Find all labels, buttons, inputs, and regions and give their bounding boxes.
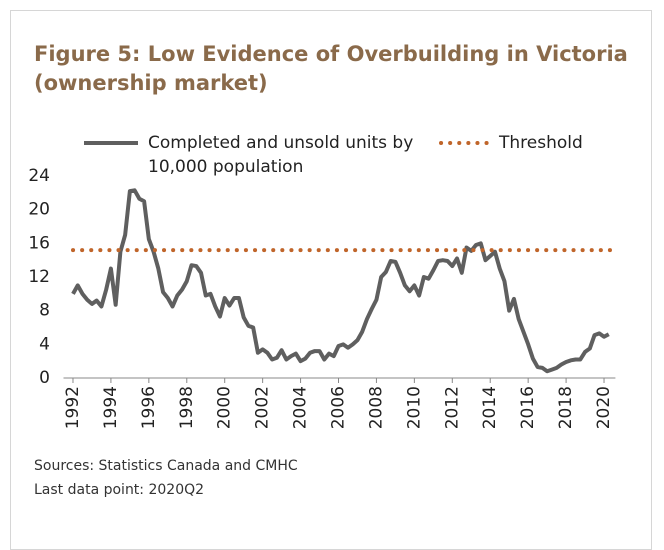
x-tick-label: 2012	[442, 386, 462, 429]
x-tick-label: 1992	[63, 386, 83, 429]
x-tick-label: 2004	[291, 386, 311, 429]
y-tick-label: 4	[39, 334, 50, 354]
x-tick-label: 2010	[404, 386, 424, 429]
y-tick-label: 0	[39, 368, 50, 388]
x-tick-label: 2006	[329, 386, 349, 429]
x-tick-label: 1996	[139, 386, 159, 429]
x-tick-label: 1998	[177, 386, 197, 429]
y-tick-label: 8	[39, 301, 50, 321]
source-note: Sources: Statistics Canada and CMHC	[34, 458, 298, 474]
x-tick-label: 2016	[518, 386, 538, 429]
x-tick-label: 2008	[366, 386, 386, 429]
x-tick-label: 2002	[253, 386, 273, 429]
x-tick-label: 2018	[556, 386, 576, 429]
y-tick-label: 16	[28, 233, 50, 253]
source-note: Last data point: 2020Q2	[34, 482, 205, 498]
x-tick-label: 2014	[480, 386, 500, 429]
y-tick-label: 20	[28, 200, 50, 220]
y-tick-label: 12	[28, 267, 50, 287]
x-tick-label: 2000	[215, 386, 235, 429]
page: Figure 5: Low Evidence of Overbuilding i…	[10, 10, 652, 550]
x-tick-label: 1994	[101, 386, 121, 429]
chart: 0 4 8 12 16 20 24 1992 1994 1996 1998 2000 2002 2004 2…	[28, 141, 616, 429]
x-tick-label: 2020	[594, 386, 614, 429]
chart-title: Figure 5: Low Evidence of Overbuilding i…	[34, 42, 628, 95]
legend-label: Completed and unsold units by 10,000 pop…	[148, 133, 414, 177]
y-tick-label: 24	[28, 166, 50, 186]
data-line	[71, 188, 610, 374]
legend-label: Threshold	[499, 133, 583, 153]
